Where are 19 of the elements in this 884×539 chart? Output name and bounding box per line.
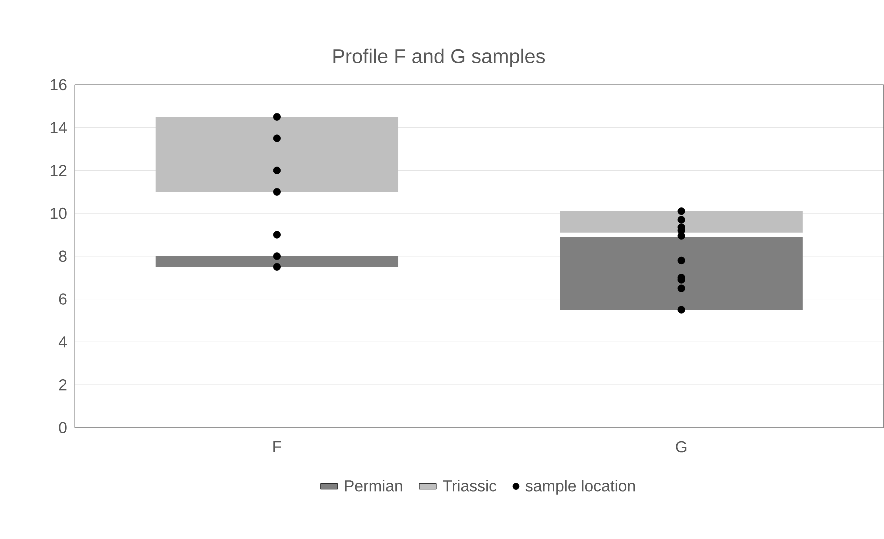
y-tick-label: 12 xyxy=(50,165,67,176)
x-tick-label: G xyxy=(676,441,687,453)
y-tick-label: 8 xyxy=(59,250,67,262)
chart-title: Profile F and G samples xyxy=(334,48,546,68)
bar xyxy=(560,211,803,233)
bar xyxy=(156,117,399,192)
x-tick-label: F xyxy=(274,441,282,452)
y-tick-label: 14 xyxy=(50,122,67,134)
y-tick-label: 16 xyxy=(50,79,67,91)
bar xyxy=(156,256,399,268)
bar xyxy=(560,237,803,310)
y-tick-label: 10 xyxy=(50,208,67,220)
legend-label: Triassic xyxy=(443,480,497,492)
y-tick-label: 4 xyxy=(58,336,67,348)
y-tick-label: 0 xyxy=(59,422,67,434)
y-tick-label: 2 xyxy=(59,380,67,391)
y-tick-label: 6 xyxy=(59,294,67,305)
legend-label: sample location xyxy=(526,480,636,495)
legend-label: Permian xyxy=(345,480,402,492)
